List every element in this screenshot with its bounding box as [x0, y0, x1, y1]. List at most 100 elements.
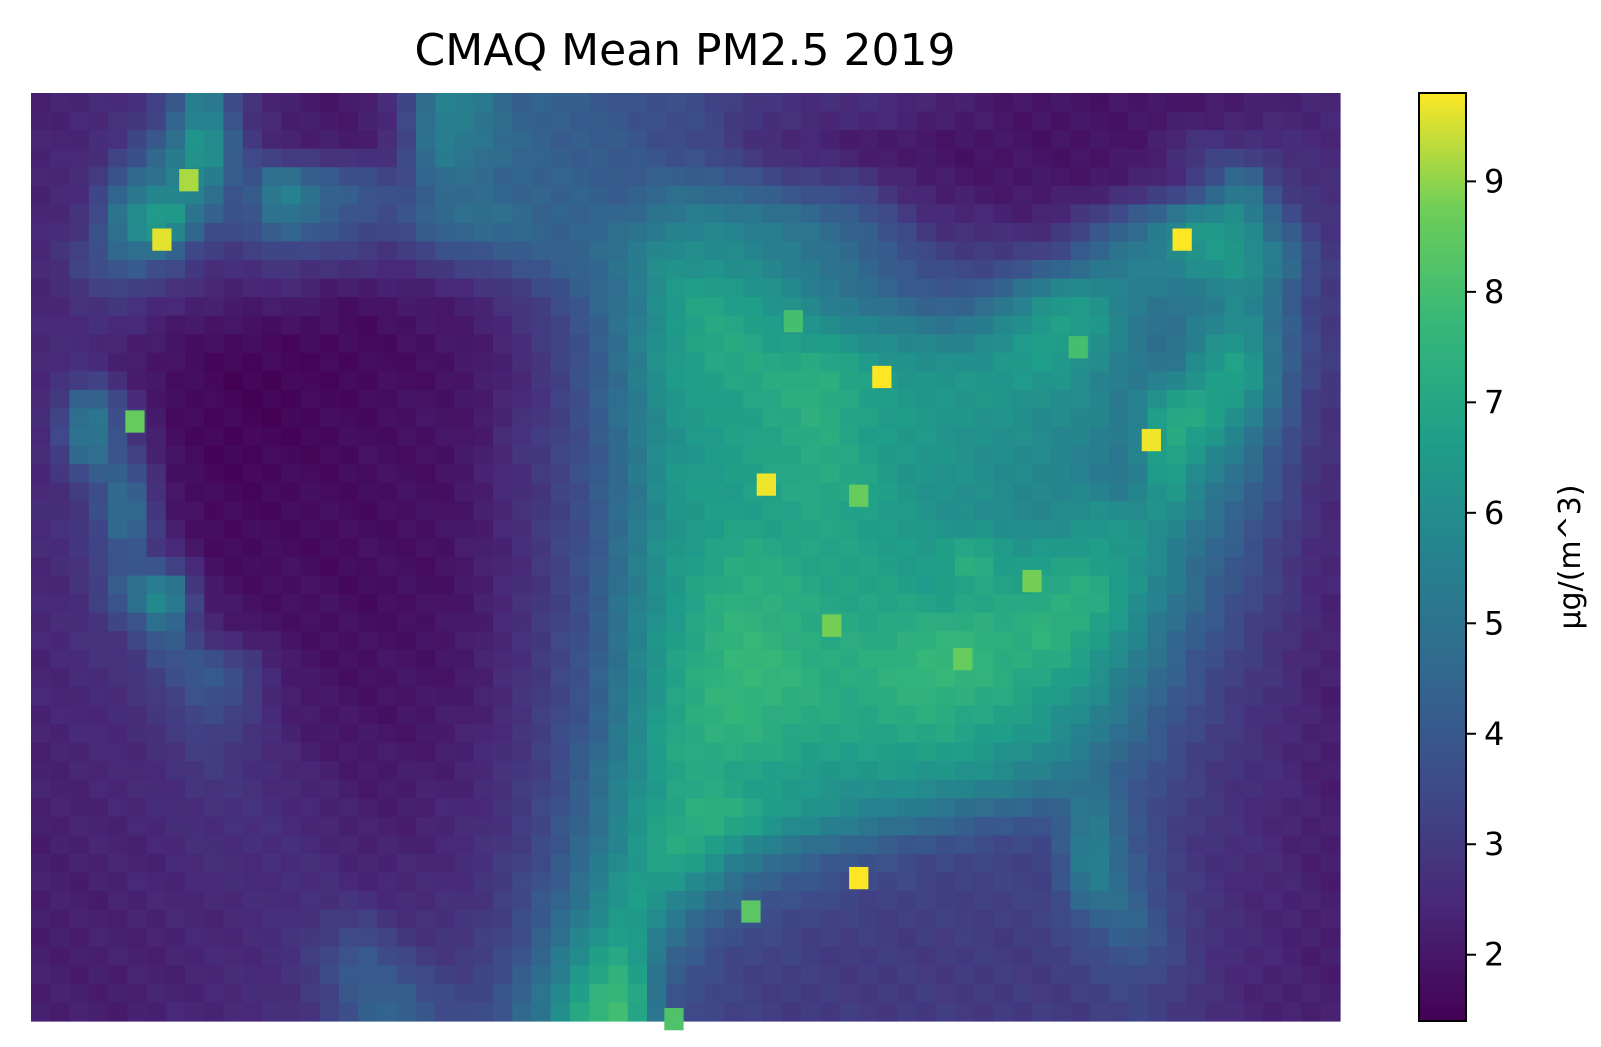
heatmap-cell	[1147, 519, 1168, 540]
heatmap-cell	[31, 557, 51, 577]
heatmap-cell	[897, 427, 918, 447]
heatmap-cell	[1205, 742, 1226, 762]
heatmap-cell	[627, 148, 648, 168]
heatmap-cell	[300, 371, 321, 391]
heatmap-cell	[300, 891, 321, 911]
heatmap-cell	[608, 816, 629, 836]
heatmap-cell	[1186, 445, 1206, 465]
heatmap-cell	[319, 909, 340, 929]
heatmap-cell	[704, 575, 725, 595]
heatmap-cell	[589, 241, 610, 261]
heatmap-cell	[955, 761, 975, 781]
heatmap-cell	[1166, 909, 1187, 929]
heatmap-cell	[801, 185, 821, 205]
heatmap-cell	[781, 983, 802, 1004]
heatmap-cell	[1263, 389, 1283, 410]
heatmap-cell	[69, 130, 90, 150]
heatmap-cell	[820, 130, 841, 150]
heatmap-cell	[1089, 594, 1110, 614]
heatmap-cell	[319, 983, 340, 1004]
heatmap-cell	[185, 909, 205, 929]
heatmap-cell	[647, 705, 667, 725]
heatmap-cell	[666, 668, 687, 688]
heatmap-cell	[1109, 315, 1129, 335]
heatmap-cell	[974, 631, 995, 651]
heatmap-cell	[955, 352, 975, 372]
heatmap-cell	[781, 594, 802, 614]
heatmap-cell	[339, 575, 359, 595]
heatmap-cell	[916, 538, 937, 558]
heatmap-cell	[262, 983, 282, 1004]
heatmap-cell	[647, 594, 667, 614]
heatmap-cell	[1205, 686, 1226, 707]
heatmap-cell	[1186, 371, 1206, 391]
heatmap-cell	[897, 204, 918, 224]
heatmap-cell	[1186, 130, 1206, 150]
chart-title: CMAQ Mean PM2.5 2019	[415, 25, 956, 76]
heatmap-cell	[897, 464, 918, 484]
heatmap-cell	[69, 501, 90, 521]
heatmap-cell	[377, 761, 398, 781]
heatmap-cell	[724, 389, 744, 410]
heatmap-cell	[589, 130, 610, 150]
heatmap-cell	[935, 185, 956, 205]
heatmap-cell	[589, 779, 610, 799]
heatmap-cell	[666, 946, 687, 966]
heatmap-cell	[935, 93, 956, 113]
heatmap-cell	[570, 241, 590, 261]
heatmap-cell	[88, 742, 109, 762]
heatmap-cell	[1166, 686, 1187, 707]
heatmap-cell	[1186, 148, 1206, 168]
heatmap-cell	[493, 557, 513, 577]
heatmap-cell	[608, 668, 629, 688]
heatmap-cell	[146, 557, 167, 577]
heatmap-cell	[955, 241, 975, 261]
heatmap-cell	[1224, 278, 1245, 298]
heatmap-cell	[878, 185, 898, 205]
heatmap-cell	[801, 204, 821, 224]
heatmap-cell	[281, 111, 302, 131]
heatmap-cell	[993, 222, 1014, 243]
heatmap-cell	[396, 631, 417, 651]
heatmap-cell	[801, 612, 821, 632]
heatmap-cell	[204, 779, 225, 799]
heatmap-cell	[50, 130, 71, 150]
heatmap-cell	[897, 575, 918, 595]
heatmap-cell	[512, 705, 533, 725]
heatmap-cell	[897, 612, 918, 632]
heatmap-cell	[935, 111, 956, 131]
heatmap-cell	[743, 408, 764, 428]
heatmap-cell	[589, 946, 610, 966]
heatmap-cell	[743, 352, 764, 372]
heatmap-cell	[1205, 464, 1226, 484]
heatmap-cell	[685, 575, 706, 595]
heatmap-cell	[204, 946, 225, 966]
heatmap-cell	[1128, 835, 1149, 855]
heatmap-cell	[1032, 724, 1052, 744]
heatmap-cell	[531, 594, 552, 614]
heatmap-cell	[531, 241, 552, 261]
heatmap-cell	[570, 816, 590, 836]
heatmap-cell	[955, 464, 975, 484]
heatmap-cell	[1147, 93, 1168, 113]
heatmap-cell	[1012, 853, 1033, 874]
heatmap-cell	[647, 779, 667, 799]
heatmap-cell	[1282, 594, 1303, 614]
heatmap-cell	[781, 427, 802, 447]
heatmap-cell	[31, 983, 51, 1004]
heatmap-cell	[666, 631, 687, 651]
heatmap-cell	[108, 779, 128, 799]
heatmap-cell	[724, 686, 744, 707]
heatmap-cell	[1320, 352, 1341, 372]
heatmap-cell	[1147, 185, 1168, 205]
heatmap-cell	[300, 427, 321, 447]
heatmap-cell	[1263, 761, 1283, 781]
heatmap-cell	[724, 575, 744, 595]
heatmap-cell	[377, 167, 398, 187]
heatmap-cell	[242, 557, 263, 577]
heatmap-cell	[50, 519, 71, 540]
heatmap-cell	[839, 538, 860, 558]
heatmap-cell	[974, 93, 995, 113]
heatmap-cell	[493, 352, 513, 372]
heatmap-cell	[242, 445, 263, 465]
